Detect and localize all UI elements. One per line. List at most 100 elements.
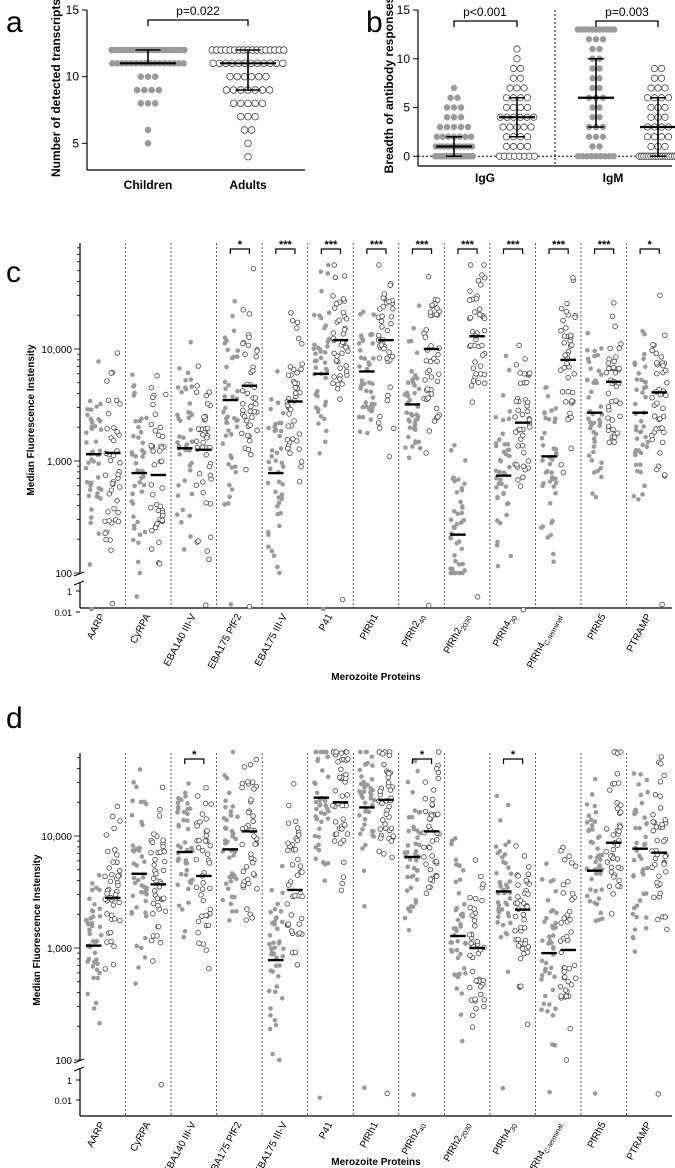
category-name: AARP [85,1120,108,1149]
open-point [233,72,241,81]
adults-point [298,464,304,470]
children-point [495,539,500,545]
children-point [633,807,639,813]
adults-point [657,890,663,897]
children-point [142,955,148,960]
open-point [280,46,288,54]
axis-break-mark [73,580,85,586]
adults-point [557,938,564,944]
children-point [494,485,499,490]
children-point [370,332,375,337]
children-point [633,427,639,433]
children-point [360,414,366,420]
significance-bracket [366,248,387,254]
children-point [498,818,503,823]
children-point [278,510,283,516]
filled-point [144,140,152,147]
adults-point [339,880,345,887]
adults-point [250,813,256,819]
adults-point [345,756,351,762]
filled-point [589,84,596,92]
significance-stars: * [420,749,425,761]
children-point [96,872,102,878]
children-point [357,789,362,794]
children-point [500,417,506,423]
children-point [584,893,590,899]
children-point [458,924,463,929]
adults-point [608,398,615,405]
children-point [589,823,595,828]
children-point [325,344,330,349]
adults-point [285,840,291,846]
children-point [545,898,551,903]
adults-point [151,888,158,894]
children-point [362,822,367,827]
children-point [269,887,275,893]
adults-point [150,875,157,882]
children-point [642,841,648,847]
adults-point [332,838,338,844]
adults-point [478,873,484,880]
children-point [508,871,514,877]
children-point [406,434,411,440]
children-point [634,840,639,846]
adults-point [615,883,621,889]
adults-point [200,489,206,496]
children-point [279,460,285,466]
children-point [187,513,193,519]
children-point [223,804,228,810]
children-point [454,973,459,978]
adults-point [560,881,567,888]
adults-point [605,390,612,397]
children-point [463,941,468,946]
x-category-label: PfRh430 [491,1120,519,1158]
children-point [220,441,226,446]
children-point [96,461,101,467]
filled-point [141,86,148,94]
adults-point [618,809,624,815]
adults-point [605,360,612,366]
adults-point [339,793,345,799]
children-point [552,1042,558,1048]
adults-point [565,389,572,395]
children-point [175,412,180,418]
children-point [411,826,416,832]
x-category-label: PfRh22030 [442,1120,474,1164]
children-point [317,451,322,456]
adults-point [517,955,524,962]
adults-point [477,983,484,990]
adults-point [105,848,111,855]
children-point [593,859,598,865]
adults-point [106,518,112,524]
x-category-label: P41 [317,1120,335,1141]
adults-point [616,365,622,372]
y-axis-label: Number of detected transcripts [49,0,63,177]
children-point [545,535,551,540]
children-point [493,468,499,474]
adults-point [383,825,389,832]
adults-point [520,911,527,918]
children-point [410,789,415,795]
children-point [224,364,229,370]
children-point [550,933,556,938]
children-point [97,418,103,424]
adults-point [563,309,570,315]
adults-point [291,418,297,424]
adults-point [612,323,618,330]
adults-point [607,345,613,352]
adults-point [611,874,617,880]
children-point [326,336,332,342]
adults-point [199,811,206,817]
children-point [634,387,639,393]
children-point [131,514,136,519]
significance-bracket [548,248,569,254]
children-point [500,922,506,928]
filled-point [109,60,116,67]
children-point [543,415,548,421]
adults-point [107,457,114,464]
children-point [643,915,649,920]
adults-point [524,1021,531,1027]
children-point [277,523,282,529]
children-point [235,814,240,820]
adults-point [151,862,157,868]
